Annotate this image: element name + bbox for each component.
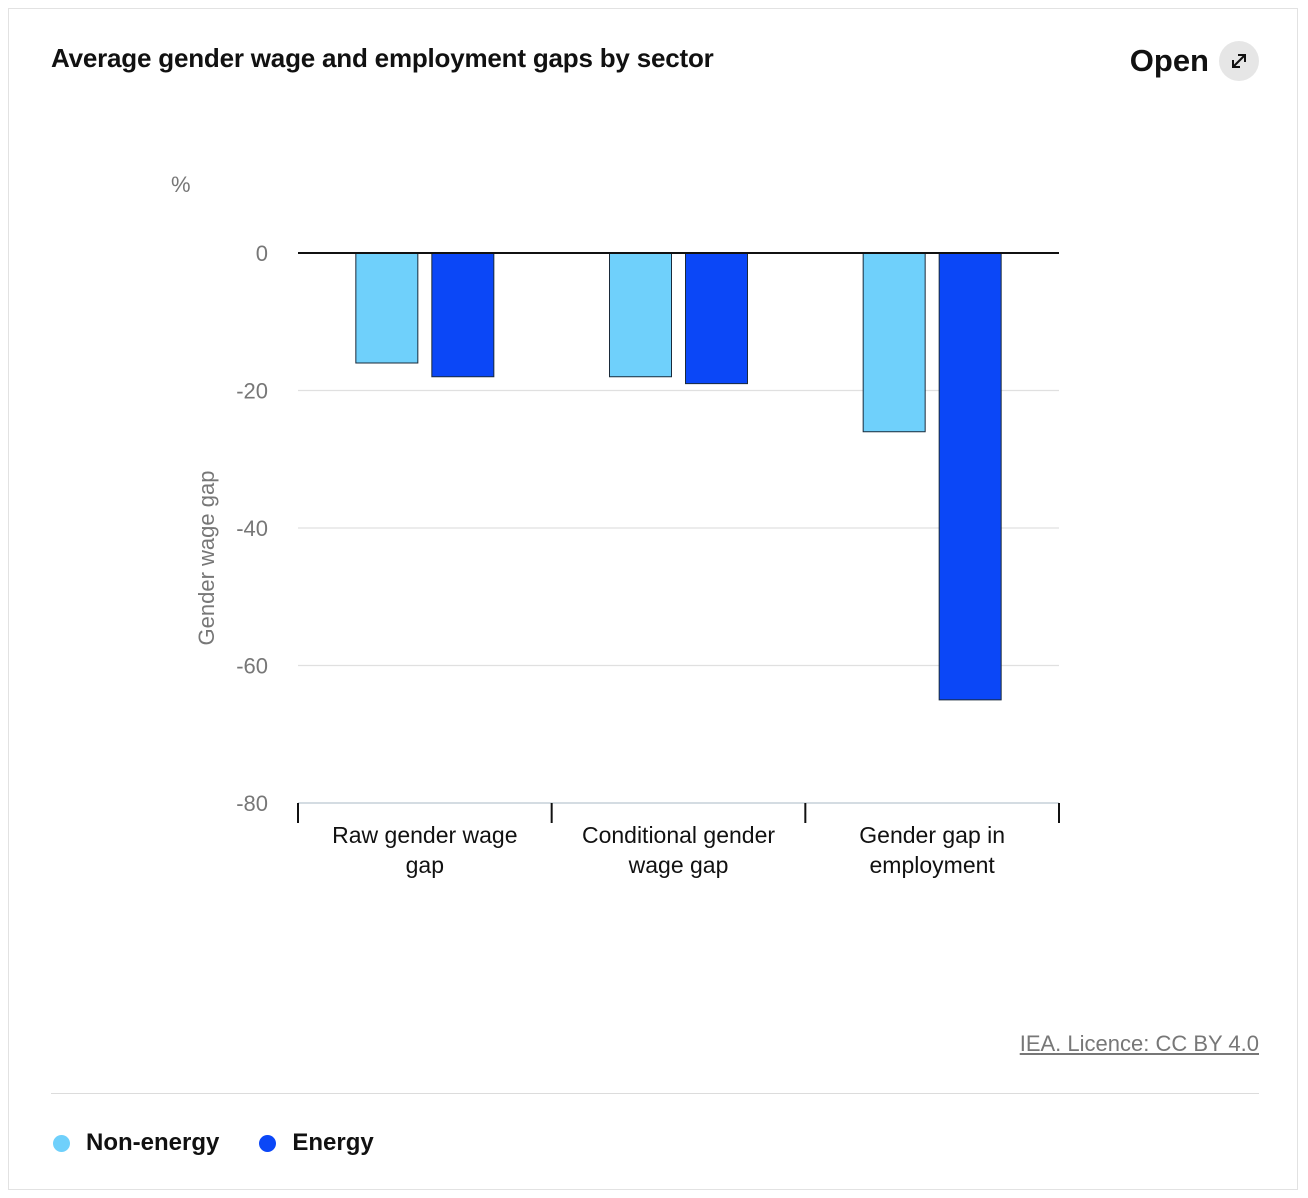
x-category-label: gap [406,852,444,878]
bar-non-energy [862,252,926,433]
bar-non-energy [609,252,672,378]
legend-divider [51,1093,1259,1094]
y-tick-label: -20 [236,379,268,404]
chart-card: Average gender wage and employment gaps … [8,8,1298,1190]
x-category-label: wage gap [628,852,729,878]
open-label: Open [1129,43,1209,78]
x-category-label: Raw gender wage [332,822,517,848]
legend-label-energy: Energy [292,1129,374,1156]
x-category-label: employment [870,852,996,878]
y-tick-label: -60 [236,654,268,679]
y-unit-label: % [171,172,191,197]
bar-energy [938,252,1002,701]
y-tick-label: 0 [256,241,268,266]
bar-energy [685,252,748,385]
x-category-label: Gender gap in [859,822,1005,848]
bar-energy [431,252,495,378]
y-axis-title: Gender wage gap [194,471,219,646]
legend: Non-energy Energy [53,1129,374,1157]
y-tick-label: -40 [236,516,268,541]
legend-item-non-energy[interactable]: Non-energy [53,1129,219,1157]
x-category-label: Conditional gender [582,822,775,848]
licence-link[interactable]: IEA. Licence: CC BY 4.0 [1019,1031,1259,1056]
legend-item-energy[interactable]: Energy [259,1129,374,1157]
legend-label-non-energy: Non-energy [86,1129,220,1156]
chart-title: Average gender wage and employment gaps … [51,43,714,73]
y-tick-label: -80 [236,791,268,816]
bar-chart: % Gender wage gap 0 -20 -40 -60 -80 Raw gender … [171,172,1060,878]
open-button[interactable]: Open [1130,41,1259,81]
legend-swatch-energy [259,1134,277,1152]
bar-non-energy [355,252,419,364]
expand-arrow-icon [1219,41,1259,81]
legend-swatch-non-energy [53,1134,70,1152]
